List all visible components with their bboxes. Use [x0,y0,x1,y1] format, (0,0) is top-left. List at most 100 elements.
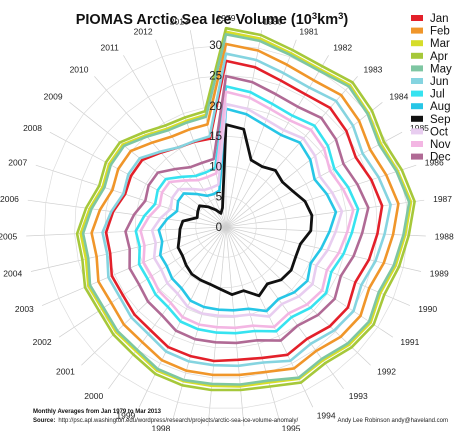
grid-spoke [27,199,227,228]
year-label: 1981 [299,26,318,36]
year-label: 2008 [23,123,42,133]
year-label: 2000 [84,391,103,401]
legend-swatch-jun [411,78,423,84]
year-label: 1992 [377,366,396,376]
year-label: 1991 [400,337,419,347]
radial-tick-label: 20 [209,101,222,113]
legend-swatch-mar [411,40,423,47]
legend-label-jun: Jun [430,76,449,88]
year-label: 2007 [8,157,27,167]
legend-label-aug: Aug [430,101,450,113]
series-line-nov [139,90,355,330]
grid-spoke [225,102,383,228]
grid-spoke [189,30,227,228]
grid-spoke [81,226,227,366]
year-label: 1987 [433,194,452,204]
year-label: 2012 [134,26,153,36]
grid-spoke [225,164,417,228]
footnote-credit: Andy Lee Robinson andy@haveland.com [338,418,449,424]
series-line-aug [157,107,338,313]
chart-title: PIOMAS Arctic Sea Ice Volume (103km3) [76,11,349,28]
year-label: 2002 [33,337,52,347]
legend-swatch-nov [411,141,423,147]
year-label: 2009 [44,92,63,102]
year-label: 1999 [116,410,135,420]
legend-label-feb: Feb [430,26,450,38]
year-label: 1982 [333,43,352,53]
legend-swatch-apr [411,52,423,59]
year-label: 1988 [435,231,454,241]
legend-label-may: May [430,63,452,75]
year-label: 1979 [217,13,236,23]
series-line-apr [75,26,416,392]
year-label: 1998 [151,424,170,431]
radial-tick-label: 10 [209,161,222,173]
legend-label-nov: Nov [430,139,451,151]
radial-tick-label: 30 [209,40,222,52]
legend-label-apr: Apr [430,51,448,63]
year-label: 1994 [317,410,336,420]
grid-spoke [155,39,227,228]
year-label: 1983 [364,65,383,75]
legend-swatch-jul [411,90,423,97]
series-line-sep [176,123,314,298]
series-line-feb [90,42,400,377]
grid-spoke [58,226,227,338]
grid-spoke [225,226,394,338]
chart-series [75,26,416,392]
grid-spoke [225,39,297,228]
legend-label-oct: Oct [430,126,449,138]
year-label: 1993 [349,391,368,401]
legend-swatch-oct [411,128,423,135]
year-label: 1995 [282,424,301,431]
legend-label-mar: Mar [430,38,450,50]
legend-label-sep: Sep [430,114,450,126]
series-line-dec [124,74,370,345]
footnote-period: Monthly Averages from Jan 1979 to Mar 20… [33,409,162,415]
legend-swatch-sep [411,115,423,122]
year-label: 2005 [0,231,17,241]
series-line-jul [134,85,360,335]
grid-spoke [225,55,329,228]
grid-spoke [225,226,422,272]
grid-spoke [41,226,227,306]
radial-tick-label: 15 [209,131,222,143]
legend-label-jan: Jan [430,13,449,25]
radial-tick-label: 0 [216,222,222,234]
legend-swatch-jan [411,15,423,21]
series-line-mar [79,30,413,388]
legend-label-jul: Jul [430,89,445,101]
chart-labels: 0 5 10 15 20 25 30 1979 1980 1981 1982 1983 1984 1985… [0,13,454,431]
year-label: 2010 [70,65,89,75]
grid-ring [134,135,318,318]
series-line-jan [104,59,384,363]
series-line-may [81,32,411,386]
grid-ring [195,196,257,258]
year-label: 2004 [3,269,22,279]
year-label: 1984 [389,92,408,102]
radial-tick-label: 5 [216,192,222,204]
radial-tick-label: 25 [209,71,222,83]
grid-spoke [35,164,227,228]
footnote-source: Source: http://psc.apl.washington.edu/wor… [33,418,298,424]
legend-swatch-aug [411,103,423,110]
year-label: 1985 [410,123,429,133]
legend-swatch-may [411,65,423,72]
year-label: 2011 [101,43,120,53]
grid-ring [74,75,378,379]
grid-spoke [225,226,344,390]
legend-swatch-feb [411,27,423,34]
year-label: 1980 [263,16,282,26]
year-label: 2006 [0,194,19,204]
series-line-oct [150,102,344,318]
grid-spoke [123,55,227,228]
year-label: 1986 [425,157,444,167]
year-label: 2003 [15,304,34,314]
year-label: 1990 [418,304,437,314]
year-label: 1989 [430,269,449,279]
legend-swatch-dec [411,153,423,160]
year-label: 2001 [56,366,75,376]
legend-label-dec: Dec [430,152,451,164]
